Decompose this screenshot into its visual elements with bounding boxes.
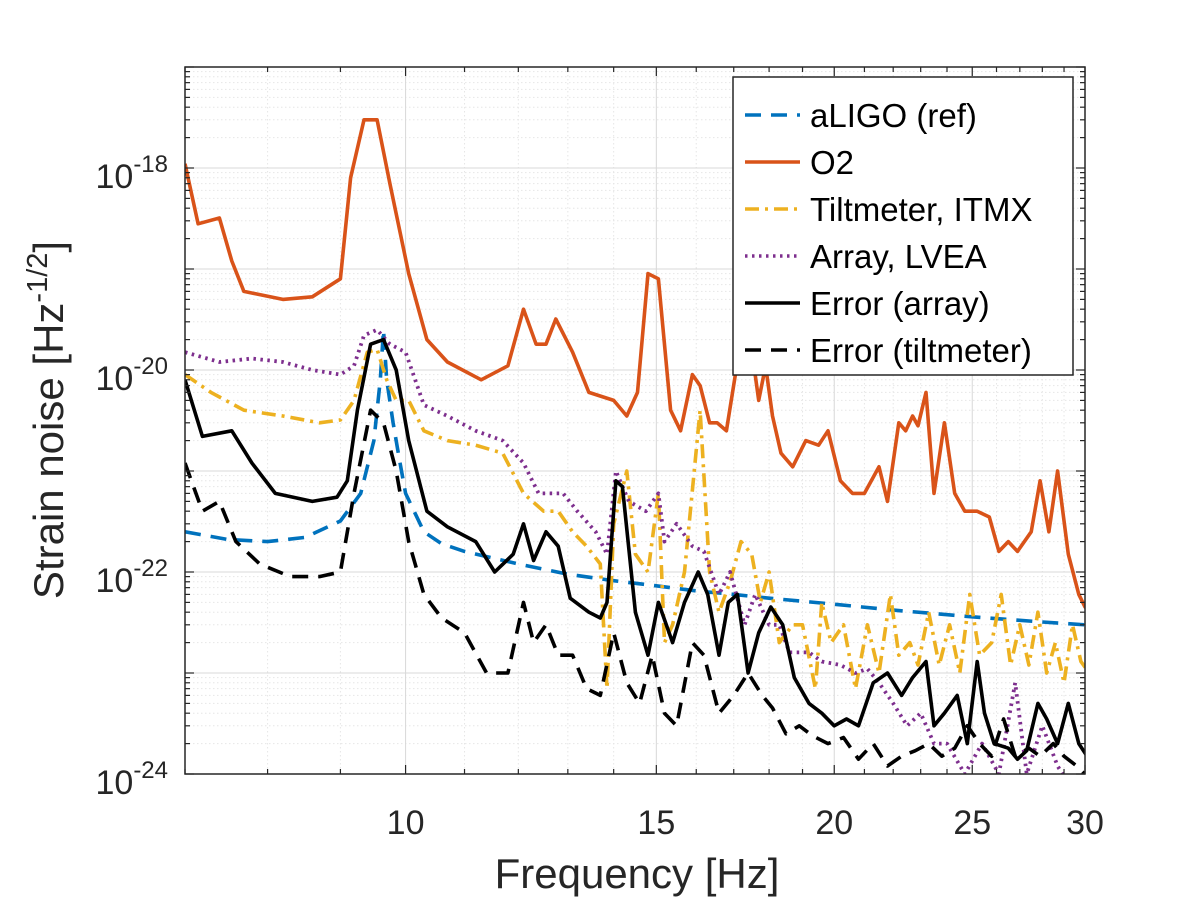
y-axis-title: Strain noise [Hz-1/2] xyxy=(22,241,72,599)
x-tick-label: 10 xyxy=(387,804,425,842)
axis-ticks xyxy=(184,66,1086,775)
series-layer xyxy=(185,118,1085,774)
x-axis-title: Frequency [Hz] xyxy=(495,850,780,897)
y-axis-title-exponent: -1/2 xyxy=(22,253,54,303)
legend-label-2: O2 xyxy=(810,144,854,181)
legend-label-6: Error (tiltmeter) xyxy=(810,332,1032,369)
plot-frame xyxy=(184,66,1086,775)
x-tick-label: 15 xyxy=(637,804,675,842)
x-tick-label: 30 xyxy=(1066,804,1104,842)
series-line-3 xyxy=(185,347,1085,691)
y-tick-label-base: 10 xyxy=(95,764,133,802)
y-tick-label-exponent: -18 xyxy=(133,151,168,178)
series-line-1 xyxy=(185,328,1085,627)
legend-label-1: aLIGO (ref) xyxy=(810,97,977,134)
x-tick-label: 25 xyxy=(953,804,991,842)
series-line-6 xyxy=(185,408,1085,774)
y-tick-label-base: 10 xyxy=(95,158,133,196)
legend: aLIGO (ref) O2 Tiltmeter, ITMX Array, LVEA E… xyxy=(732,76,1074,376)
y-tick-label: 10-18 xyxy=(95,151,168,196)
y-tick-label-base: 10 xyxy=(95,562,133,600)
y-tick-label-exponent: -22 xyxy=(133,555,168,582)
y-axis-title-close: ] xyxy=(25,241,72,253)
legend-label-3: Tiltmeter, ITMX xyxy=(810,191,1032,228)
y-tick-label-exponent: -20 xyxy=(133,353,168,380)
series-line-2 xyxy=(185,118,1085,609)
series-line-4 xyxy=(185,327,1065,774)
legend-label-5: Error (array) xyxy=(810,285,990,322)
y-tick-label: 10-22 xyxy=(95,555,168,600)
y-tick-label-base: 10 xyxy=(95,360,133,398)
x-tick-label: 20 xyxy=(815,804,853,842)
y-axis-title-base: Strain noise [Hz xyxy=(25,303,72,599)
series-line-5 xyxy=(185,337,1085,761)
x-tick-labels: 10 15 20 25 30 xyxy=(387,804,1104,842)
legend-box xyxy=(732,76,1074,376)
y-tick-label-exponent: -24 xyxy=(133,757,168,784)
legend-label-4: Array, LVEA xyxy=(810,238,987,275)
y-tick-label: 10-20 xyxy=(95,353,168,398)
y-tick-label: 10-24 xyxy=(95,757,168,802)
